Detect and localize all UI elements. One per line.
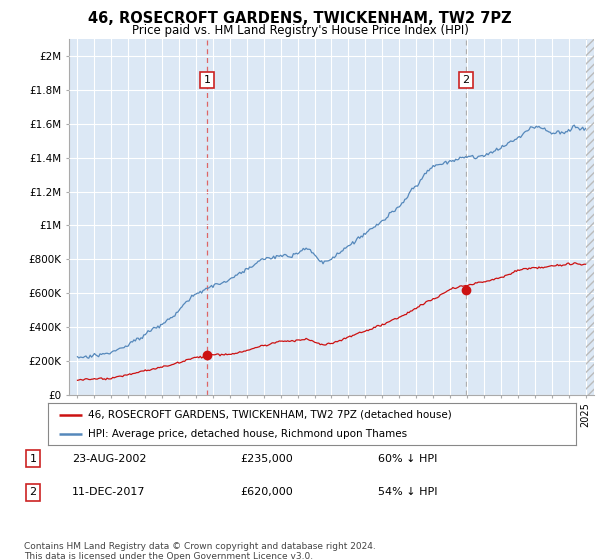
Bar (586, 39, 594, 395)
Text: 60% ↓ HPI: 60% ↓ HPI (378, 454, 437, 464)
Text: 1: 1 (203, 75, 211, 85)
Text: HPI: Average price, detached house, Richmond upon Thames: HPI: Average price, detached house, Rich… (88, 429, 407, 439)
Text: Contains HM Land Registry data © Crown copyright and database right 2024.
This d: Contains HM Land Registry data © Crown c… (24, 542, 376, 560)
Text: £620,000: £620,000 (240, 487, 293, 497)
Text: 1: 1 (29, 454, 37, 464)
Text: 46, ROSECROFT GARDENS, TWICKENHAM, TW2 7PZ (detached house): 46, ROSECROFT GARDENS, TWICKENHAM, TW2 7… (88, 409, 451, 419)
Text: 23-AUG-2002: 23-AUG-2002 (72, 454, 146, 464)
Text: 54% ↓ HPI: 54% ↓ HPI (378, 487, 437, 497)
Text: 46, ROSECROFT GARDENS, TWICKENHAM, TW2 7PZ: 46, ROSECROFT GARDENS, TWICKENHAM, TW2 7… (88, 11, 512, 26)
Text: 2: 2 (463, 75, 470, 85)
Text: 11-DEC-2017: 11-DEC-2017 (72, 487, 146, 497)
Text: 2: 2 (29, 487, 37, 497)
Text: Price paid vs. HM Land Registry's House Price Index (HPI): Price paid vs. HM Land Registry's House … (131, 24, 469, 36)
Text: £235,000: £235,000 (240, 454, 293, 464)
